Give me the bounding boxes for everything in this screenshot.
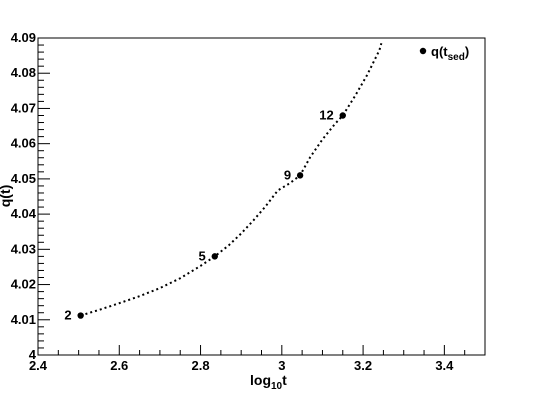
legend-label-main: q(t [431, 44, 448, 59]
x-tick-label: 2.6 [110, 358, 128, 373]
data-point-label: 2 [64, 308, 71, 323]
data-point-label: 12 [319, 107, 333, 122]
data-point [339, 112, 346, 119]
y-tick-label: 4.03 [11, 241, 36, 256]
x-axis: 2.4 2.6 2.8 3 3.2 3.4 [29, 345, 486, 373]
y-tick-label: 4.04 [11, 206, 37, 221]
x-axis-label: log10t [250, 372, 287, 392]
y-tick-label: 4 [29, 347, 37, 362]
y-tick-label: 4.06 [11, 136, 36, 151]
data-point [211, 253, 218, 260]
data-point [296, 172, 304, 179]
x-tick-label: 3 [278, 358, 285, 373]
legend-label-sub: sed [448, 52, 465, 63]
x-tick-label: 3.4 [435, 358, 454, 373]
y-tick-label: 4.08 [11, 65, 36, 80]
y-axis-label: q(t) [0, 185, 13, 208]
y-tick-label: 4.05 [11, 171, 36, 186]
x-tick-label: 2.4 [29, 358, 48, 373]
legend-label: q(tsed) [431, 44, 469, 63]
data-point [77, 312, 84, 319]
x-axis-label-main: log [250, 372, 271, 388]
data-points: 2 5 9 12 [64, 107, 346, 323]
y-tick-label: 4.01 [11, 312, 36, 327]
fit-curve [80, 43, 383, 317]
x-tick-label: 3.2 [354, 358, 372, 373]
data-point-label: 5 [199, 248, 206, 263]
legend-marker [419, 47, 427, 55]
legend: q(tsed) [419, 44, 469, 63]
y-tick-label: 4.02 [11, 277, 36, 292]
x-tick-label: 2.8 [192, 358, 210, 373]
x-axis-label-tail: t [282, 372, 287, 388]
y-tick-label: 4.07 [11, 100, 36, 115]
legend-label-tail: ) [465, 44, 469, 59]
y-tick-label: 4.09 [11, 30, 36, 45]
data-point-label: 9 [284, 167, 291, 182]
x-axis-label-sub: 10 [271, 381, 283, 392]
y-axis: 4 4.01 4.02 4.03 4.04 4.05 4.06 4.07 4.08 4.09 [11, 30, 50, 362]
